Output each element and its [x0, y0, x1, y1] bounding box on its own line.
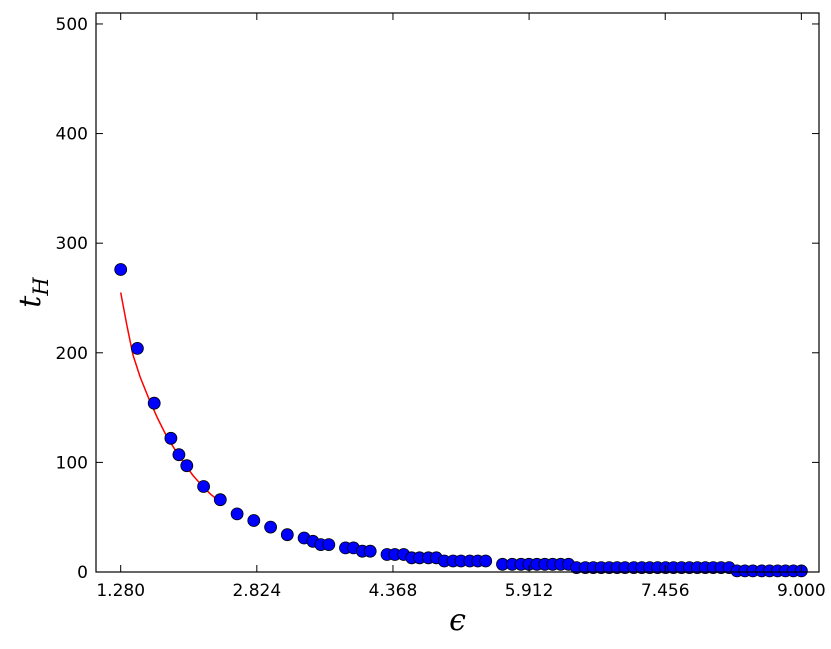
y-tick-label: 300: [56, 234, 88, 254]
data-point: [247, 514, 261, 527]
y-axis-label-subscript: H: [29, 277, 53, 297]
data-point: [264, 520, 278, 534]
plot-frame: [95, 12, 820, 573]
y-tick-label: 400: [56, 125, 88, 145]
x-tick-label: 9.000: [777, 581, 826, 601]
x-tick-label: 1.280: [96, 581, 145, 601]
x-tick-label: 5.912: [505, 581, 554, 601]
data-point: [280, 528, 294, 542]
ticks-layer: 1.280 2.824 4.368 5.912 7.456 9.000 0 100 200 300…: [56, 13, 826, 601]
fit-line: [119, 292, 221, 503]
y-axis-label: tH: [13, 277, 53, 308]
y-tick-label: 100: [56, 453, 88, 473]
x-tick-label: 7.456: [641, 581, 690, 601]
y-axis-label-main: t: [13, 295, 48, 308]
data-point: [197, 480, 211, 493]
y-tick-label: 200: [56, 344, 88, 364]
data-point: [230, 507, 244, 521]
x-tick-label: 2.824: [232, 581, 281, 601]
x-tick-label: 4.368: [369, 581, 418, 601]
data-point: [164, 431, 178, 445]
data-point: [479, 554, 493, 568]
data-point: [363, 544, 377, 558]
data-point: [130, 341, 144, 355]
data-point: [322, 538, 336, 551]
x-axis-label: ϵ: [449, 603, 466, 638]
points-layer: [114, 263, 808, 578]
data-point: [172, 448, 186, 462]
data-point: [213, 493, 227, 507]
data-point: [114, 263, 128, 276]
y-tick-label: 500: [56, 15, 88, 35]
y-tick-label: 0: [77, 563, 88, 583]
data-point: [180, 459, 194, 473]
data-point: [147, 396, 161, 410]
fit-line-layer: [119, 292, 221, 503]
